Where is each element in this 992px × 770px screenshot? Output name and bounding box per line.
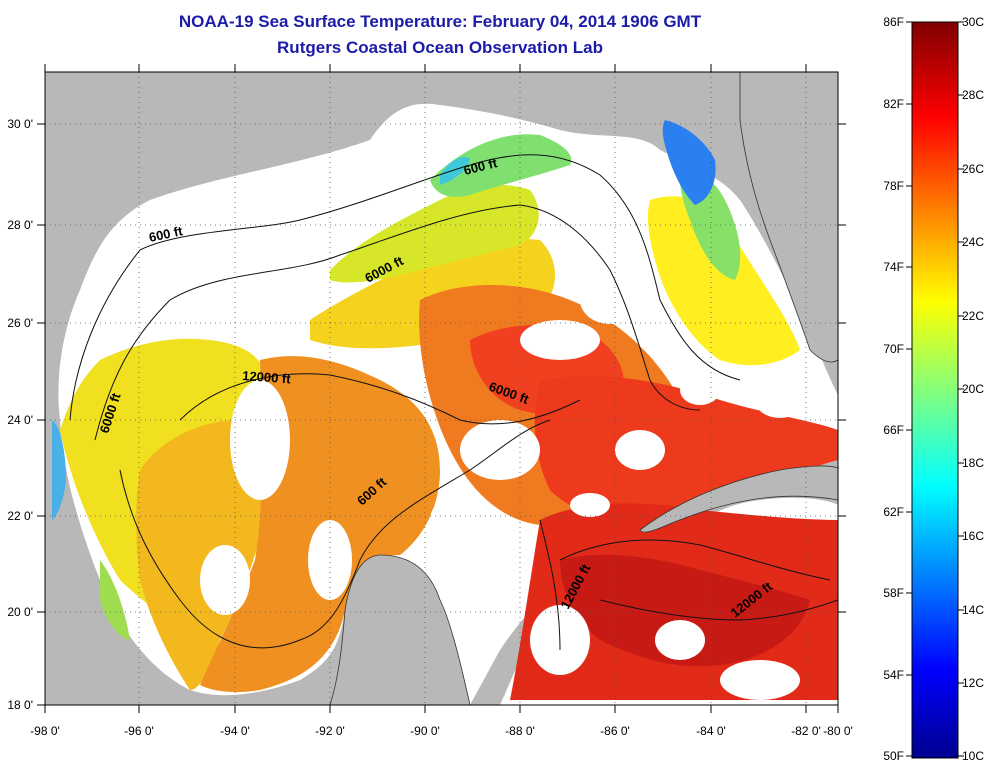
- colorbar-f-label: 54F: [883, 668, 904, 682]
- lat-tick-label: 24 0': [7, 413, 33, 427]
- colorbar-c-label: 30C: [962, 15, 984, 29]
- colorbar-c-label: 10C: [962, 749, 984, 763]
- lon-tick-label: -86 0': [600, 724, 630, 738]
- colorbar-f-label: 70F: [883, 342, 904, 356]
- colorbar-f-label: 66F: [883, 423, 904, 437]
- colorbar-f-label: 62F: [883, 505, 904, 519]
- colorbar-c-label: 16C: [962, 529, 984, 543]
- contour-label: 12000 ft: [242, 368, 292, 386]
- contour-label: 600 ft: [148, 223, 185, 245]
- lat-tick-label: 28 0': [7, 218, 33, 232]
- colorbar-c-label: 20C: [962, 382, 984, 396]
- colorbar: [911, 21, 959, 759]
- colorbar-f-label: 82F: [883, 97, 904, 111]
- lat-tick-label: 30 0': [7, 117, 33, 131]
- map-subtitle: Rutgers Coastal Ocean Observation Lab: [277, 38, 603, 57]
- colorbar-f-label: 78F: [883, 179, 904, 193]
- colorbar-f-label: 58F: [883, 586, 904, 600]
- lat-tick-label: 18 0': [7, 698, 33, 712]
- frame-ticks: [37, 64, 846, 713]
- colorbar-f-label: 86F: [883, 15, 904, 29]
- land-masses: [329, 72, 838, 705]
- bathymetry-contours: [69, 154, 838, 651]
- longitude-labels: -98 0' -96 0' -94 0' -92 0' -90 0' -88 0…: [30, 724, 853, 738]
- lon-tick-label: -88 0': [505, 724, 535, 738]
- colorbar-c-label: 28C: [962, 88, 984, 102]
- colorbar-c-label: 22C: [962, 309, 984, 323]
- sst-data-fields: [52, 120, 838, 700]
- lat-tick-label: 20 0': [7, 605, 33, 619]
- map-frame: [44, 71, 839, 706]
- lon-tick-label: -96 0': [124, 724, 154, 738]
- lon-tick-label: -94 0': [220, 724, 250, 738]
- colorbar-c-label: 18C: [962, 456, 984, 470]
- colorbar-f-label: 74F: [883, 260, 904, 274]
- colorbar-c-label: 24C: [962, 235, 984, 249]
- map-title: NOAA-19 Sea Surface Temperature: Februar…: [178, 12, 702, 31]
- colorbar-c-label: 26C: [962, 162, 984, 176]
- lon-tick-label: -82 0': [791, 724, 821, 738]
- lon-tick-label: -92 0': [315, 724, 345, 738]
- lon-tick-label: -98 0': [30, 724, 60, 738]
- lat-tick-label: 26 0': [7, 316, 33, 330]
- colorbar-celsius-labels: 30C 28C 26C 24C 22C 20C 18C 16C 14C 12C …: [962, 15, 984, 763]
- lon-tick-label: -90 0': [410, 724, 440, 738]
- colorbar-f-label: 50F: [883, 749, 904, 763]
- lon-tick-label: -80 0': [823, 724, 853, 738]
- lat-tick-label: 22 0': [7, 509, 33, 523]
- colorbar-fahrenheit-labels: 86F 82F 78F 74F 70F 66F 62F 58F 54F 50F: [883, 15, 904, 763]
- colorbar-ticks: [906, 21, 964, 757]
- latitude-labels: 30 0' 28 0' 26 0' 24 0' 22 0' 20 0' 18 0…: [7, 117, 33, 712]
- lon-tick-label: -84 0': [696, 724, 726, 738]
- colorbar-c-label: 12C: [962, 676, 984, 690]
- graticule: [45, 72, 838, 705]
- colorbar-c-label: 14C: [962, 603, 984, 617]
